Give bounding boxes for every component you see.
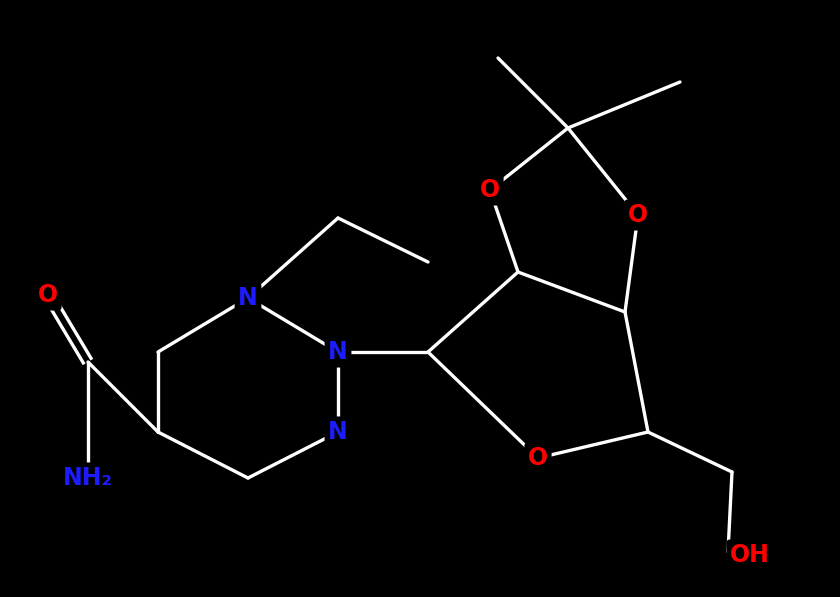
Text: N: N — [328, 420, 348, 444]
Text: OH: OH — [730, 543, 770, 567]
Text: O: O — [38, 283, 58, 307]
Text: O: O — [480, 178, 500, 202]
Text: O: O — [528, 446, 548, 470]
Text: NH₂: NH₂ — [63, 466, 113, 490]
Text: O: O — [628, 203, 648, 227]
Text: N: N — [238, 286, 258, 310]
Text: N: N — [328, 340, 348, 364]
